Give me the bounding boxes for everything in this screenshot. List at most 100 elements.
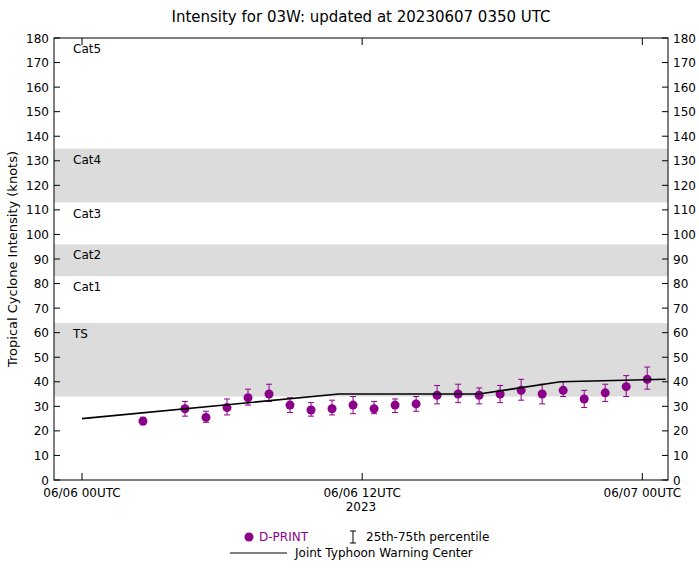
error-cap: [203, 422, 209, 423]
y-tick-label: 100: [26, 228, 49, 242]
y-tick: [54, 381, 60, 382]
x-tick: [642, 38, 643, 45]
dprint-point: [412, 399, 421, 408]
y-tick-label: 130: [26, 154, 49, 168]
error-cap: [602, 401, 608, 402]
error-cap: [581, 390, 587, 391]
y-tick-label: 90: [34, 253, 49, 267]
y-tick: [662, 455, 668, 456]
error-cap: [329, 400, 335, 401]
y-tick-label: 150: [673, 105, 696, 119]
error-cap: [455, 402, 461, 403]
y-tick-label: 10: [673, 449, 688, 463]
band-label: TS: [72, 327, 88, 341]
dprint-point: [580, 394, 589, 403]
title: Intensity for 03W: updated at 20230607 0…: [171, 8, 550, 26]
legend-swatch: [245, 533, 254, 542]
y-tick: [54, 283, 60, 284]
y-tick-label: 60: [673, 326, 688, 340]
error-cap: [602, 384, 608, 385]
error-cap: [245, 405, 251, 406]
x-tick-label: 06/06 12UTC: [323, 486, 400, 500]
y-tick-label: 130: [673, 154, 696, 168]
dprint-point: [559, 386, 568, 395]
y-tick-label: 30: [34, 400, 49, 414]
legend-label: 25th-75th percentile: [366, 530, 489, 544]
dprint-point: [601, 388, 610, 397]
error-cap: [266, 384, 272, 385]
x-tick-label: 06/07 00UTC: [604, 486, 681, 500]
y-tick: [54, 160, 60, 161]
x-tick-label: 06/06 00UTC: [43, 486, 120, 500]
y-tick-label: 120: [673, 179, 696, 193]
background: [0, 0, 699, 570]
error-cap: [329, 414, 335, 415]
y-tick-label: 100: [673, 228, 696, 242]
y-tick: [662, 136, 668, 137]
y-tick-label: 140: [673, 130, 696, 144]
x-tick: [642, 473, 643, 480]
category-band: [54, 276, 668, 323]
dprint-point: [349, 401, 358, 410]
y-tick: [54, 259, 60, 260]
y-axis-label: Tropical Cyclone Intensity (knots): [5, 151, 20, 368]
y-tick: [54, 332, 60, 333]
y-tick-label: 30: [673, 400, 688, 414]
error-cap: [413, 396, 419, 397]
band-label: Cat5: [73, 42, 101, 56]
error-cap: [203, 411, 209, 412]
error-cap: [476, 387, 482, 388]
error-cap: [224, 414, 230, 415]
category-band: [54, 244, 668, 276]
y-tick-label: 50: [34, 351, 49, 365]
y-tick-label: 50: [673, 351, 688, 365]
error-cap: [371, 413, 377, 414]
y-tick-label: 90: [673, 253, 688, 267]
y-tick: [662, 308, 668, 309]
y-tick: [54, 185, 60, 186]
y-tick-label: 150: [26, 105, 49, 119]
error-cap: [350, 396, 356, 397]
error-cap: [497, 402, 503, 403]
y-tick: [662, 430, 668, 431]
y-tick: [54, 209, 60, 210]
bands: [54, 38, 668, 397]
y-tick-label: 170: [673, 56, 696, 70]
y-tick: [662, 111, 668, 112]
dprint-point: [328, 404, 337, 413]
y-tick: [54, 62, 60, 63]
category-band: [54, 38, 668, 149]
y-tick: [662, 87, 668, 88]
error-cap: [434, 385, 440, 386]
jtwc-line: [82, 379, 666, 418]
x-tick: [82, 38, 83, 45]
error-cap: [413, 411, 419, 412]
y-tick: [662, 259, 668, 260]
y-tick-label: 20: [673, 424, 688, 438]
category-band: [54, 203, 668, 245]
dprint-point: [265, 390, 274, 399]
error-cap: [392, 412, 398, 413]
y-tick: [662, 406, 668, 407]
dprint-point: [138, 417, 147, 426]
y-tick-label: 110: [673, 203, 696, 217]
error-cap: [182, 401, 188, 402]
legend-swatch: [353, 531, 354, 543]
band-label: Cat4: [73, 153, 101, 167]
y-tick-label: 10: [34, 449, 49, 463]
y-tick: [54, 234, 60, 235]
y-tick-label: 40: [673, 375, 688, 389]
dprint-point: [201, 413, 210, 422]
y-tick: [662, 381, 668, 382]
y-tick-label: 120: [26, 179, 49, 193]
band-label: Cat1: [73, 280, 101, 294]
error-cap: [518, 400, 524, 401]
y-tick: [662, 209, 668, 210]
dprint-point: [307, 406, 316, 415]
y-tick: [54, 111, 60, 112]
dprint-point: [475, 391, 484, 400]
y-tick-label: 80: [673, 277, 688, 291]
dprint-point: [370, 404, 379, 413]
y-tick-label: 160: [26, 81, 49, 95]
legend: D-PRINT25th-75th percentileJoint Typhoon…: [230, 530, 489, 560]
